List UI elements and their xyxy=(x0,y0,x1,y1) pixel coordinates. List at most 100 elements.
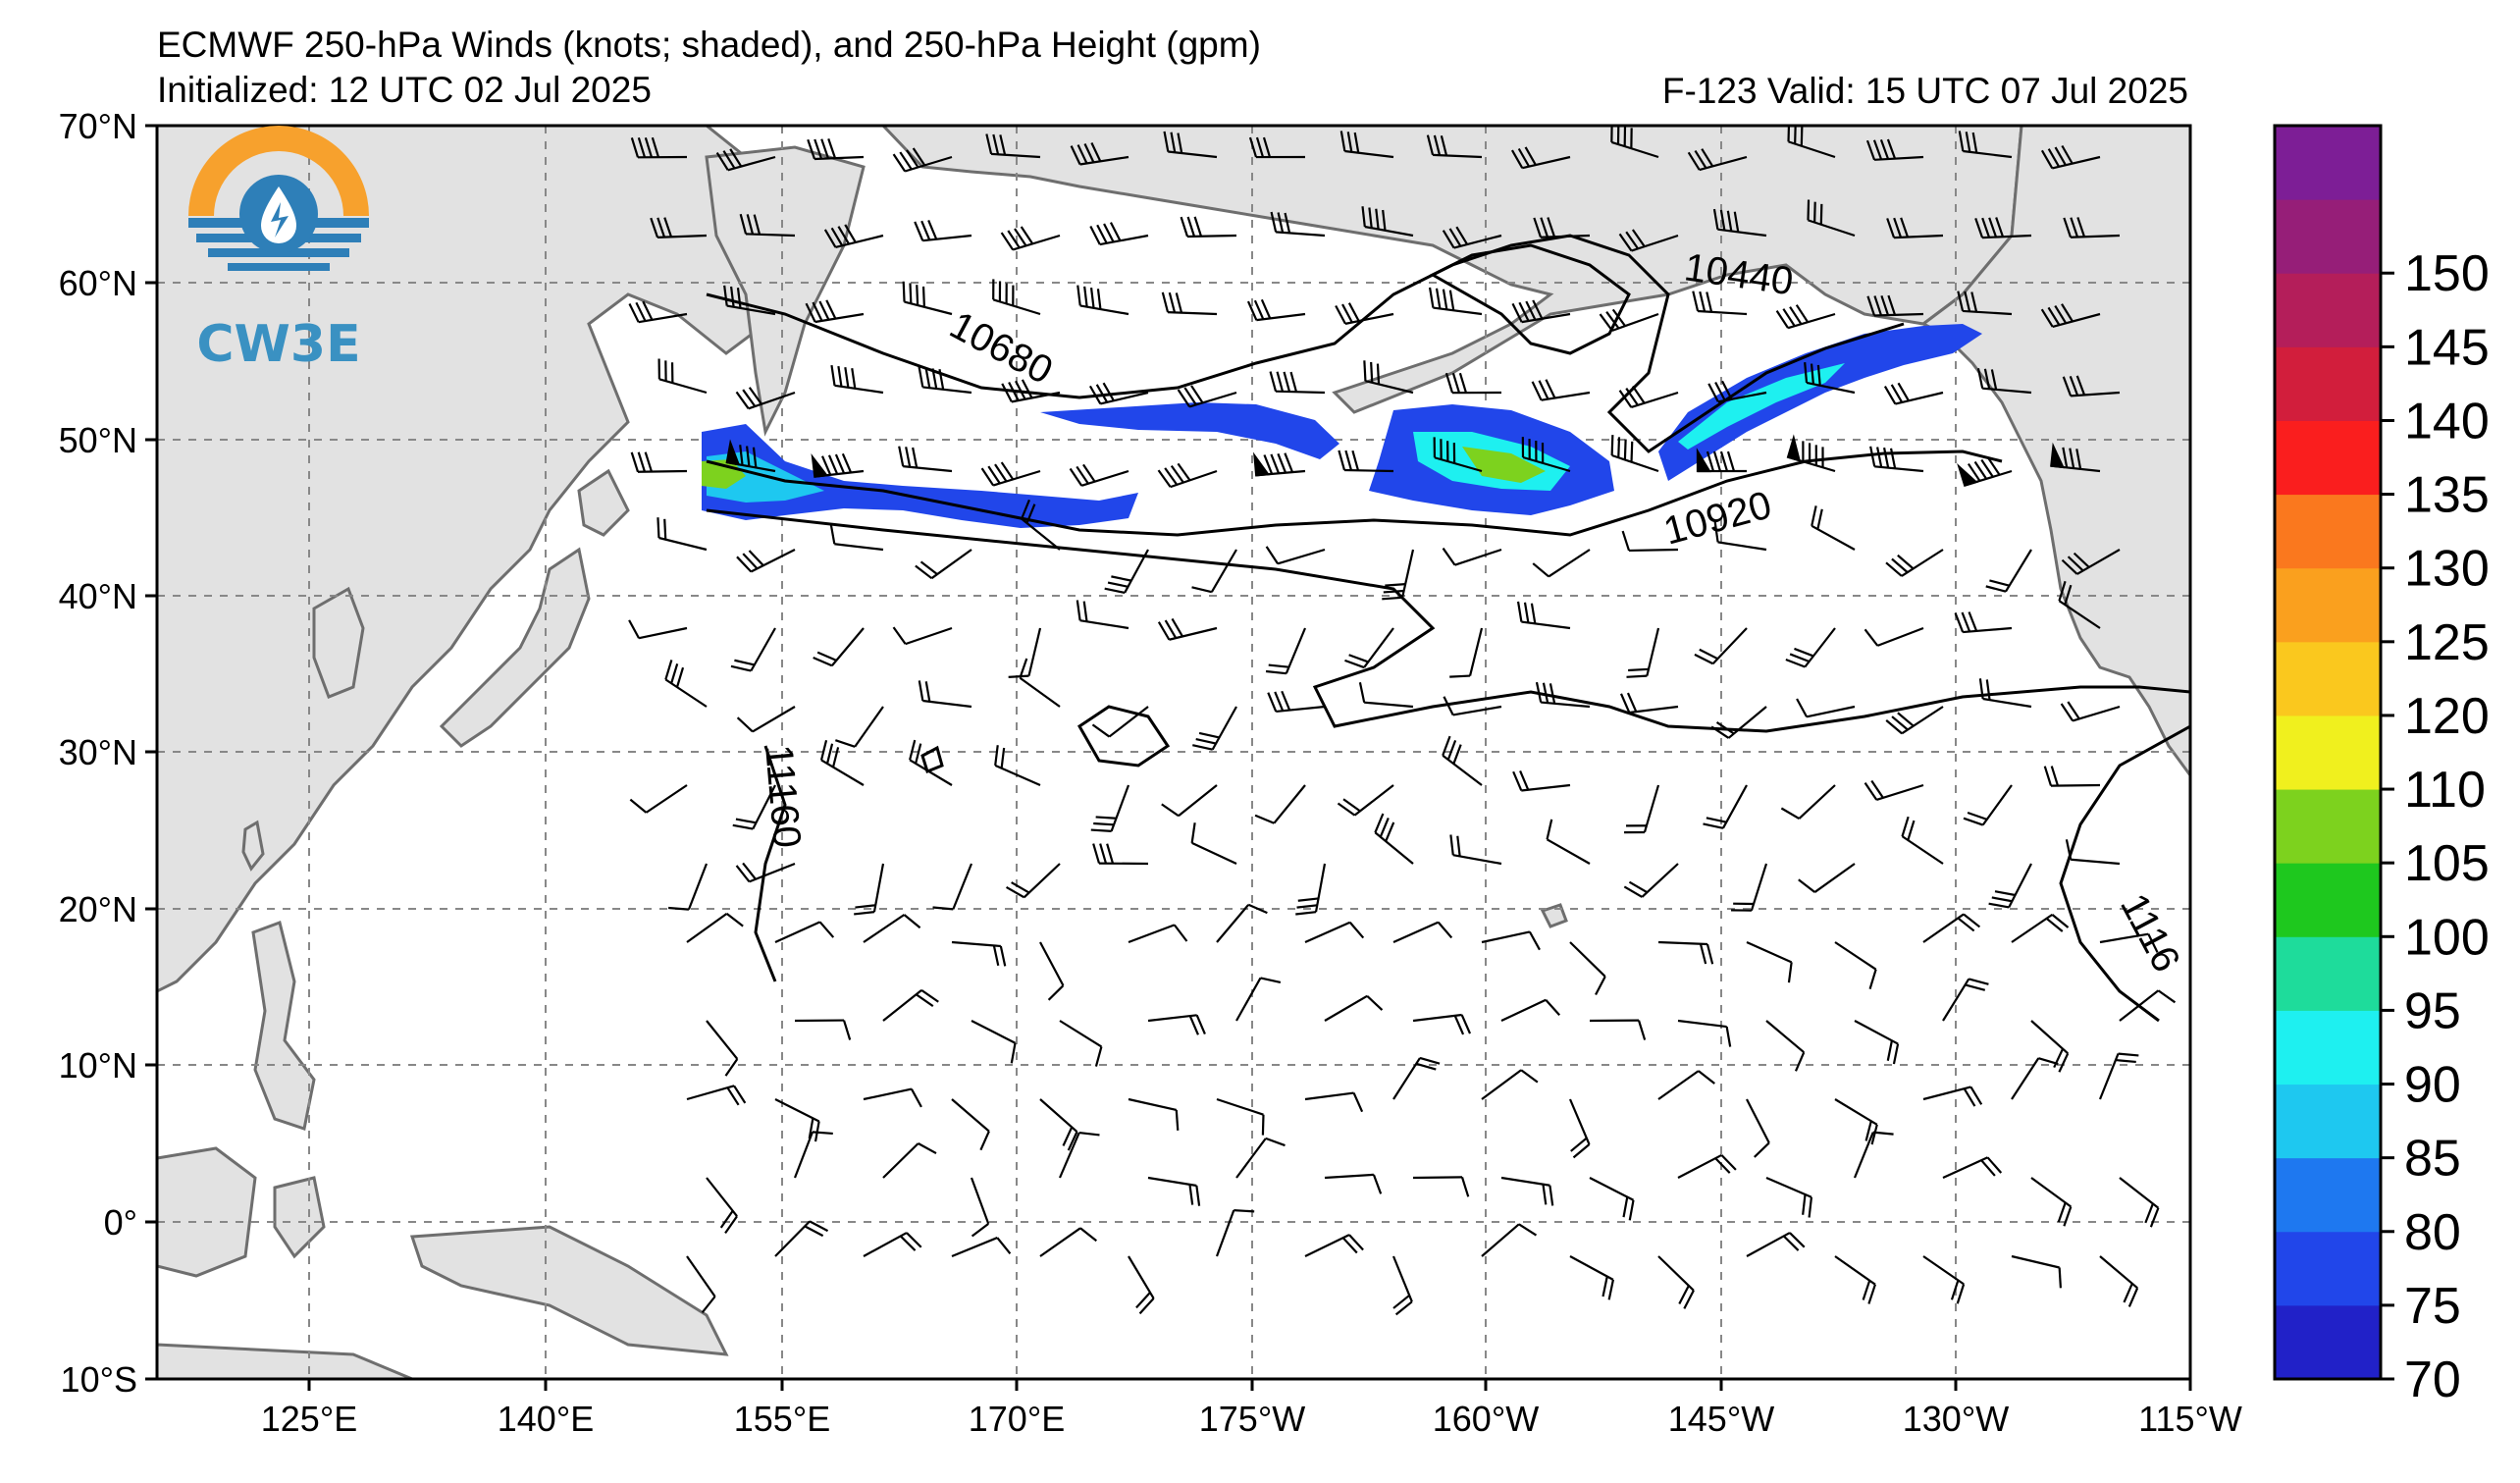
lon-label: 145°W xyxy=(1668,1399,1774,1439)
wind-barb xyxy=(656,517,708,552)
wind-barb xyxy=(1886,217,1944,239)
contour-label-11160: 11160 xyxy=(757,743,809,850)
wind-barb xyxy=(1618,229,1679,252)
wind-barb xyxy=(1500,1176,1554,1206)
colorbar-label: 85 xyxy=(2404,1131,2461,1188)
alaska-land xyxy=(880,126,2023,414)
wind-barb xyxy=(2040,303,2101,329)
wind-barb xyxy=(1090,784,1130,832)
wind-barb xyxy=(1974,217,2032,239)
colorbar-swatch xyxy=(2275,1084,2381,1159)
wind-barb xyxy=(1746,1098,1770,1158)
wind-barb xyxy=(2011,1057,2059,1100)
wind-barb xyxy=(1076,285,1129,316)
hawaii-land xyxy=(1540,903,1568,928)
wind-barb xyxy=(1804,362,1856,395)
wind-barb xyxy=(1324,1173,1383,1194)
wind-barb xyxy=(1000,226,1061,251)
wind-barb xyxy=(1901,816,1944,865)
wind-barb xyxy=(2060,701,2121,722)
wind-barb xyxy=(1442,226,1502,249)
wind-barb xyxy=(2030,1020,2070,1073)
wind-barb xyxy=(2063,217,2121,238)
wind-barb xyxy=(1677,1019,1732,1047)
wind-barb xyxy=(1008,627,1042,678)
wind-barb xyxy=(1039,1098,1078,1151)
wind-barb xyxy=(1089,222,1149,246)
wind-barb xyxy=(2058,580,2101,629)
colorbar: 70 75 80 85 90 95 100 105 110 120 125 130 135 140 145 1… xyxy=(2273,124,2490,1408)
wind-barb xyxy=(723,285,776,316)
colorbar-swatch xyxy=(2275,199,2381,274)
colorbar-swatch xyxy=(2275,126,2381,200)
wind-barb xyxy=(1069,463,1129,487)
colorbar-swatch xyxy=(2275,936,2381,1011)
wind-barb xyxy=(1864,779,1924,801)
wind-barb xyxy=(1712,208,1767,238)
colorbar-label: 70 xyxy=(2404,1351,2461,1408)
wind-barb xyxy=(1339,131,1394,159)
colorbar-swatch xyxy=(2275,420,2381,496)
wind-barb xyxy=(970,1177,990,1238)
wind-barb xyxy=(1703,784,1748,829)
wind-barb xyxy=(1954,611,2013,634)
new-guinea-land xyxy=(409,1225,729,1356)
wind-barb xyxy=(686,912,744,943)
wind-barb xyxy=(2061,549,2121,575)
wind-barb xyxy=(1433,437,1483,473)
wind-barb xyxy=(735,862,796,883)
wind-barb xyxy=(1270,211,1326,238)
wind-barb xyxy=(1235,977,1282,1022)
jet-gulf-blue xyxy=(1658,324,1982,481)
contour-label-10920: 10920 xyxy=(1659,483,1776,553)
map-title: ECMWF 250-hPa Winds (knots; shaded), and… xyxy=(157,25,1261,65)
wind-barb xyxy=(1619,692,1679,715)
colorbar-swatch xyxy=(2275,567,2381,643)
wind-barb xyxy=(863,1232,922,1257)
land-layer xyxy=(157,126,2190,1379)
lon-label: 115°W xyxy=(2138,1399,2242,1439)
wind-barb xyxy=(664,660,708,708)
wind-barb xyxy=(1942,978,1989,1022)
wind-barb xyxy=(1412,1176,1470,1197)
colorbar-label: 95 xyxy=(2404,982,2461,1039)
wind-barb xyxy=(1957,291,2013,316)
wind-barb xyxy=(657,358,708,395)
wind-barb xyxy=(1442,547,1502,566)
sulawesi-land xyxy=(273,1176,326,1259)
taiwan-land xyxy=(241,820,265,872)
wind-barb xyxy=(1922,1255,1966,1304)
wind-barb xyxy=(1834,1255,1876,1304)
wind-barb xyxy=(909,739,953,786)
wind-barb xyxy=(811,452,865,478)
wind-barb xyxy=(1088,382,1149,405)
wind-barb xyxy=(1265,627,1307,675)
wind-barb xyxy=(980,461,1041,487)
wind-barb xyxy=(951,1098,990,1151)
wind-barb xyxy=(1091,706,1149,738)
lon-label: 125°E xyxy=(261,1399,357,1439)
lat-label: 20°N xyxy=(59,889,137,929)
wind-barb xyxy=(1865,138,1924,161)
wind-barb xyxy=(1295,863,1327,916)
wind-barb xyxy=(2098,1052,2139,1100)
wind-barb xyxy=(1834,1098,1878,1145)
wind-barb xyxy=(1942,1156,2003,1180)
lat-label: 60°N xyxy=(59,263,137,303)
wind-barb xyxy=(1147,1014,1206,1035)
lon-label: 140°E xyxy=(498,1399,594,1439)
wind-barb xyxy=(1019,658,1061,708)
contour-11160-east xyxy=(2059,724,2190,1023)
wind-barb xyxy=(1039,941,1065,1001)
wind-barb xyxy=(1191,549,1237,594)
wind-barb xyxy=(971,1020,1017,1064)
wind-barb xyxy=(1392,1056,1441,1100)
colorbar-label: 150 xyxy=(2404,245,2490,302)
colorbar-swatch xyxy=(2275,1304,2381,1380)
wind-barb xyxy=(1058,1131,1100,1179)
wind-barb xyxy=(735,387,796,410)
wind-barb xyxy=(650,217,708,238)
wind-barb xyxy=(1412,1013,1472,1035)
lon-label: 130°W xyxy=(1903,1399,2009,1439)
